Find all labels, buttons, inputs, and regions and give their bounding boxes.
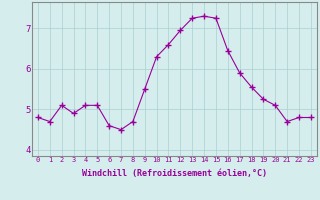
- X-axis label: Windchill (Refroidissement éolien,°C): Windchill (Refroidissement éolien,°C): [82, 169, 267, 178]
